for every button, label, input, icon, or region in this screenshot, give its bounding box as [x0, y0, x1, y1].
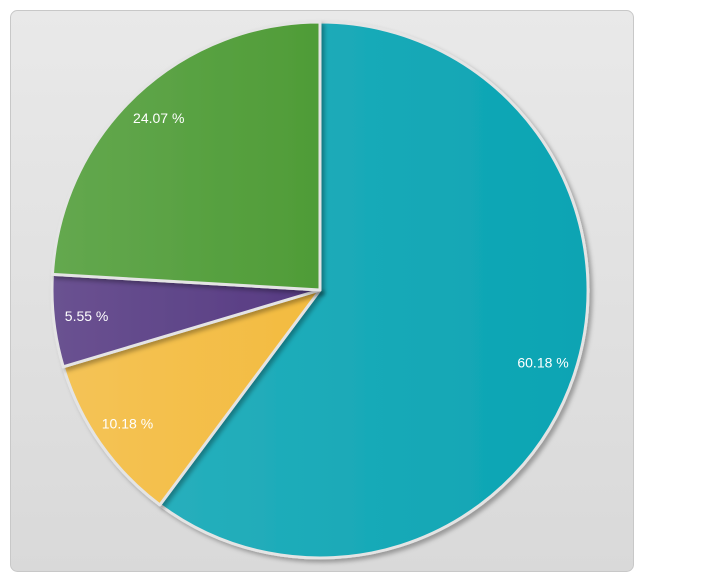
data-label: 10.18 %	[102, 415, 153, 431]
pie	[50, 20, 590, 560]
pie-slice	[50, 20, 322, 292]
data-labels: 60.18 % 10.18 % 5.55 % 24.07 %	[65, 110, 569, 432]
data-label: 24.07 %	[133, 110, 184, 126]
data-label: 5.55 %	[65, 308, 109, 324]
data-label: 60.18 %	[517, 355, 568, 371]
pie-slice	[61, 288, 322, 507]
pie-slice	[158, 20, 590, 560]
